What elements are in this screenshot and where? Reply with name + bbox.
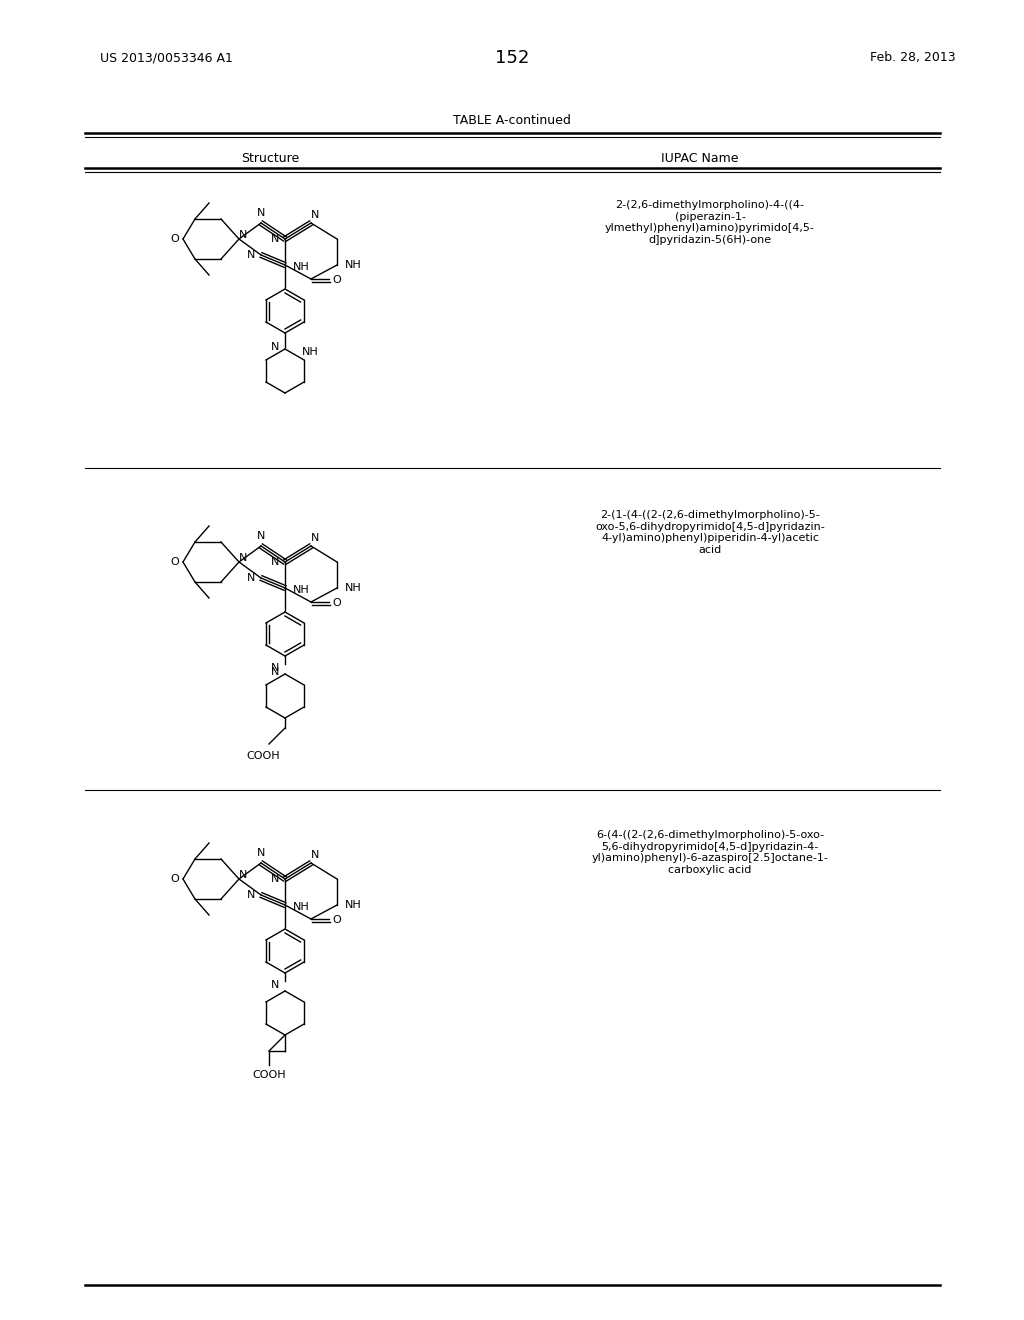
Text: 6-(4-((2-(2,6-dimethylmorpholino)-5-oxo-
5,6-dihydropyrimido[4,5-d]pyridazin-4-
: 6-(4-((2-(2,6-dimethylmorpholino)-5-oxo-… <box>592 830 828 875</box>
Text: N: N <box>239 230 247 240</box>
Text: NH: NH <box>345 260 361 271</box>
Text: N: N <box>239 553 247 564</box>
Text: O: O <box>333 275 341 285</box>
Text: IUPAC Name: IUPAC Name <box>662 152 738 165</box>
Text: O: O <box>333 598 341 609</box>
Text: N: N <box>270 342 279 352</box>
Text: N: N <box>257 209 265 218</box>
Text: N: N <box>270 234 279 244</box>
Text: N: N <box>311 850 319 861</box>
Text: Feb. 28, 2013: Feb. 28, 2013 <box>870 51 955 65</box>
Text: NH: NH <box>293 902 309 912</box>
Text: N: N <box>270 663 279 673</box>
Text: N: N <box>270 874 279 884</box>
Text: N: N <box>247 890 255 900</box>
Text: O: O <box>171 234 179 244</box>
Text: N: N <box>257 531 265 541</box>
Text: Structure: Structure <box>241 152 299 165</box>
Text: N: N <box>270 979 279 990</box>
Text: N: N <box>247 249 255 260</box>
Text: US 2013/0053346 A1: US 2013/0053346 A1 <box>100 51 232 65</box>
Text: N: N <box>311 533 319 543</box>
Text: N: N <box>239 870 247 880</box>
Text: N: N <box>257 847 265 858</box>
Text: NH: NH <box>345 900 361 909</box>
Text: O: O <box>333 915 341 925</box>
Text: TABLE A-continued: TABLE A-continued <box>453 114 571 127</box>
Text: NH: NH <box>293 261 309 272</box>
Text: NH: NH <box>345 583 361 593</box>
Text: N: N <box>270 557 279 568</box>
Text: 2-(1-(4-((2-(2,6-dimethylmorpholino)-5-
oxo-5,6-dihydropyrimido[4,5-d]pyridazin-: 2-(1-(4-((2-(2,6-dimethylmorpholino)-5- … <box>595 510 825 554</box>
Text: N: N <box>311 210 319 220</box>
Text: O: O <box>171 557 179 568</box>
Text: O: O <box>171 874 179 884</box>
Text: N: N <box>247 573 255 583</box>
Text: COOH: COOH <box>246 751 280 762</box>
Text: 2-(2,6-dimethylmorpholino)-4-((4-
(piperazin-1-
ylmethyl)phenyl)amino)pyrimido[4: 2-(2,6-dimethylmorpholino)-4-((4- (piper… <box>605 201 815 244</box>
Text: NH: NH <box>293 585 309 595</box>
Text: COOH: COOH <box>252 1071 286 1080</box>
Text: NH: NH <box>302 347 318 356</box>
Text: N: N <box>270 667 279 677</box>
Text: 152: 152 <box>495 49 529 67</box>
